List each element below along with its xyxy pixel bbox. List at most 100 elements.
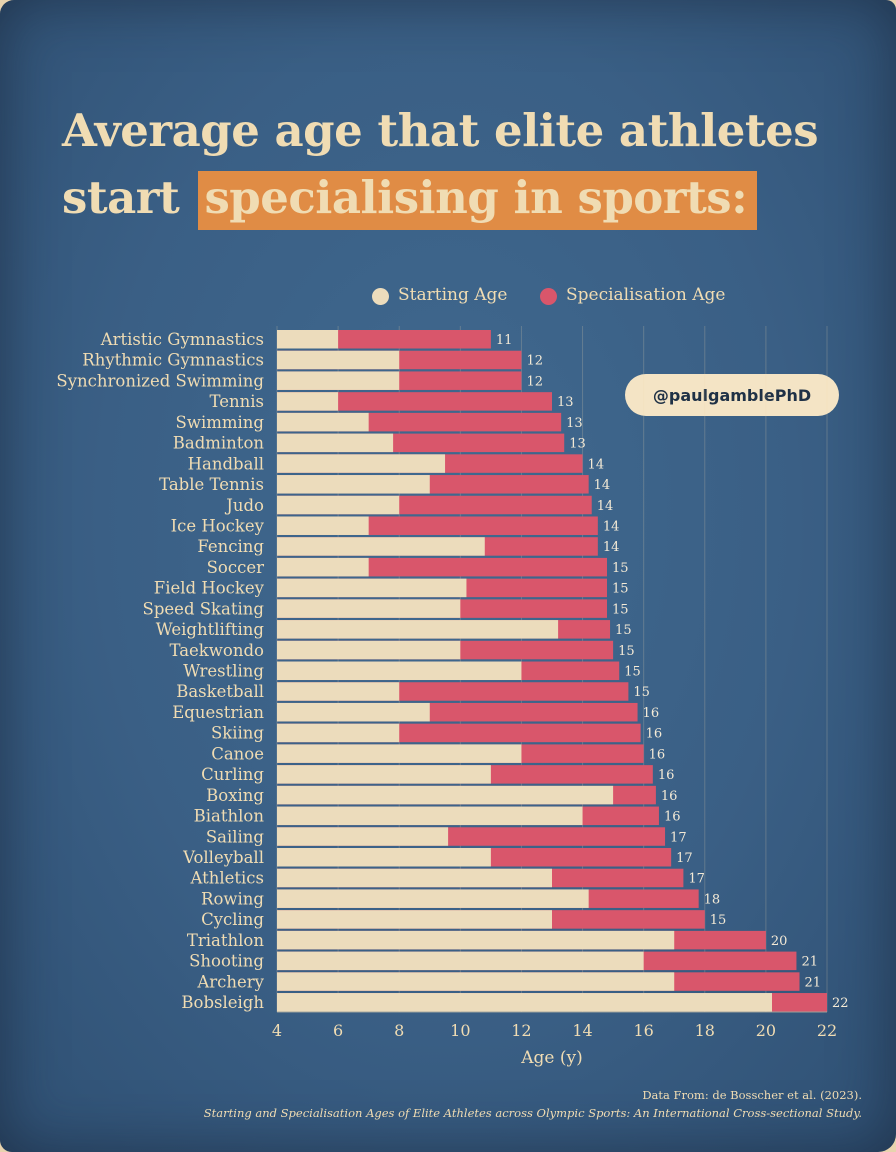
value-label: 14 (597, 499, 614, 514)
bar-starting (277, 744, 522, 763)
bar-starting (277, 827, 449, 846)
category-label: Basketball (176, 682, 264, 701)
value-label: 15 (612, 561, 629, 576)
category-label: Speed Skating (143, 599, 265, 618)
value-label: 14 (603, 540, 620, 555)
bar-starting (277, 868, 552, 888)
title-highlight: specialising in sports: (198, 171, 758, 230)
value-label: 17 (676, 851, 693, 866)
category-label: Bobsleigh (181, 993, 264, 1012)
value-label: 16 (646, 727, 663, 742)
category-label: Skiing (211, 724, 264, 743)
value-label: 21 (805, 975, 822, 990)
category-label: Wrestling (183, 662, 264, 681)
bar-starting (277, 371, 400, 390)
category-label: Canoe (211, 744, 264, 763)
x-tick-label: 14 (572, 1021, 592, 1040)
bar-starting (277, 765, 491, 784)
bar-starting (277, 993, 772, 1012)
bar-starting (277, 723, 400, 743)
source-note: Data From: de Bosscher et al. (2023). St… (204, 1086, 862, 1122)
category-label: Equestrian (172, 703, 264, 722)
value-label: 15 (612, 582, 629, 597)
value-label: 13 (569, 437, 586, 452)
category-label: Taekwondo (169, 641, 264, 660)
bar-starting (277, 889, 589, 908)
value-label: 16 (664, 810, 681, 825)
category-label: Tennis (210, 392, 265, 411)
category-label: Ice Hockey (171, 516, 265, 535)
x-tick-label: 10 (450, 1021, 470, 1040)
value-label: 15 (624, 665, 641, 680)
value-label: 15 (618, 644, 635, 659)
title-line-2: start specialising in sports: (62, 171, 758, 230)
value-label: 11 (496, 333, 513, 348)
value-label: 15 (710, 913, 727, 928)
bar-starting (277, 475, 430, 494)
legend-label-starting: Starting Age (398, 285, 508, 305)
bar-starting (277, 806, 583, 826)
bar-starting (277, 516, 369, 535)
bar-starting (277, 682, 400, 701)
value-label: 16 (643, 706, 660, 721)
value-label: 15 (633, 685, 650, 700)
bar-starting (277, 412, 369, 432)
bar-starting (277, 785, 614, 805)
category-label: Sailing (206, 827, 265, 846)
value-label: 12 (526, 354, 543, 369)
x-tick-label: 16 (633, 1021, 653, 1040)
category-label: Shooting (189, 952, 264, 971)
bar-starting (277, 972, 675, 991)
category-label: Artistic Gymnastics (100, 330, 264, 349)
category-label: Fencing (197, 537, 264, 556)
x-tick-label: 6 (333, 1021, 343, 1040)
category-label: Athletics (189, 869, 264, 888)
bar-starting (277, 330, 339, 349)
category-label: Swimming (176, 413, 265, 432)
bar-starting (277, 930, 675, 950)
category-label: Boxing (206, 786, 264, 805)
x-axis-label: Age (y) (520, 1048, 583, 1068)
bar-starting (277, 640, 461, 660)
value-label: 14 (588, 457, 605, 472)
bar-starting (277, 537, 485, 556)
value-label: 14 (594, 478, 611, 493)
bar-starting (277, 951, 644, 971)
bar-starting (277, 620, 559, 639)
value-label: 16 (661, 789, 678, 804)
value-label: 12 (526, 374, 543, 389)
value-label: 17 (688, 872, 705, 887)
category-label: Archery (196, 972, 264, 991)
value-label: 22 (832, 996, 849, 1011)
value-label: 14 (603, 519, 620, 534)
category-label: Judo (224, 496, 264, 515)
category-label: Handball (188, 454, 264, 473)
value-label: 21 (801, 955, 818, 970)
bar-starting (277, 910, 552, 929)
legend-label-specialisation: Specialisation Age (566, 285, 726, 305)
category-label: Biathlon (194, 807, 265, 826)
bar-starting (277, 661, 522, 681)
x-tick-label: 8 (394, 1021, 404, 1040)
bar-specialisation (277, 392, 552, 411)
value-label: 18 (704, 892, 721, 907)
category-label: Rhythmic Gymnastics (82, 351, 264, 370)
source-line-2: Starting and Specialisation Ages of Elit… (203, 1106, 862, 1120)
x-tick-label: 12 (511, 1021, 531, 1040)
category-label: Curling (201, 765, 264, 784)
value-label: 16 (649, 747, 666, 762)
bar-starting (277, 702, 430, 722)
value-label: 17 (670, 830, 687, 845)
category-label: Rowing (201, 889, 264, 908)
title-line-1: Average age that elite athletes (62, 104, 819, 157)
bar-starting (277, 433, 394, 453)
bar-starting (277, 578, 467, 598)
value-label: 20 (771, 934, 788, 949)
category-label: Synchronized Swimming (56, 371, 264, 390)
category-label: Badminton (173, 434, 265, 453)
bar-starting (277, 350, 400, 370)
value-label: 16 (658, 768, 675, 783)
x-tick-label: 18 (695, 1021, 715, 1040)
x-tick-label: 20 (756, 1021, 776, 1040)
